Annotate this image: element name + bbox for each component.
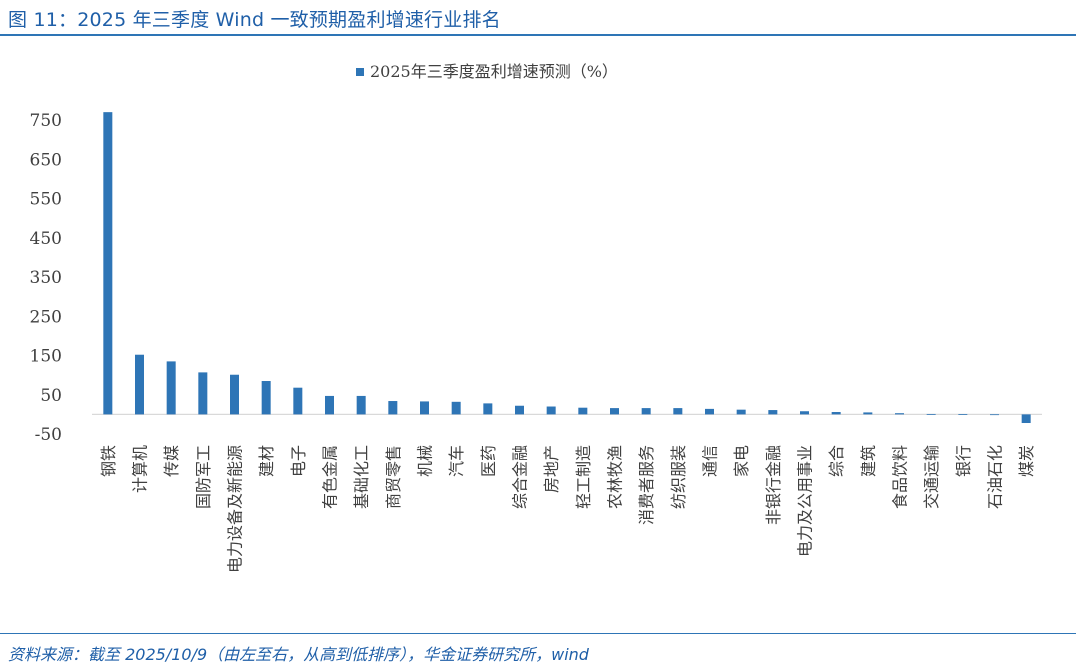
bar — [736, 409, 746, 415]
legend-swatch — [356, 68, 364, 76]
x-tick-label: 医药 — [479, 445, 498, 477]
x-tick-label: 电力设备及新能源 — [226, 445, 245, 573]
x-tick-label: 有色金属 — [321, 445, 340, 509]
x-tick-label: 非银行金融 — [764, 445, 783, 525]
x-tick-label: 商贸零售 — [384, 445, 403, 509]
y-tick-label: 50 — [40, 386, 62, 406]
x-tick-label: 纺织服装 — [669, 445, 688, 509]
bar — [990, 414, 999, 416]
bar — [261, 381, 271, 415]
bar — [198, 372, 208, 415]
x-tick-label: 消费者服务 — [637, 445, 656, 525]
x-tick-label: 石油石化 — [986, 445, 1005, 509]
bar — [166, 361, 176, 415]
x-tick-label: 电力及公用事业 — [796, 445, 815, 557]
x-tick-label: 计算机 — [131, 445, 150, 493]
x-tick-label: 汽车 — [447, 445, 466, 477]
x-tick-label: 交通运输 — [922, 445, 941, 509]
footer-divider — [0, 633, 1076, 634]
y-tick-label: 750 — [30, 111, 62, 131]
x-tick-label: 基础化工 — [352, 445, 371, 509]
bar — [451, 401, 461, 415]
x-tick-label: 房地产 — [542, 445, 561, 493]
x-tick-label: 钢铁 — [99, 445, 118, 477]
bar — [515, 405, 524, 415]
bar-chart: 2025年三季度盈利增速预测（%） 750 650 550 450 350 250 150 5… — [30, 62, 1042, 573]
bar — [578, 407, 588, 415]
bar — [230, 374, 239, 415]
x-tick-label: 综合金融 — [511, 445, 530, 509]
y-tick-label: -50 — [35, 425, 62, 445]
x-tick-label: 食品饮料 — [891, 445, 910, 509]
y-axis-ticks: 750 650 550 450 350 250 150 50 -50 — [30, 111, 62, 445]
bar — [831, 412, 841, 415]
y-tick-label: 350 — [30, 268, 62, 288]
x-tick-label: 通信 — [701, 445, 720, 477]
x-tick-label: 建材 — [257, 445, 276, 477]
y-tick-label: 450 — [30, 229, 62, 249]
x-tick-label: 电子 — [289, 445, 308, 477]
bar — [958, 414, 968, 415]
x-axis-labels: 钢铁 计算机 传媒 国防军工 电力设备及新能源 建材 电子 有色金属 基础化工 商贸零售 机械 汽车医… — [99, 445, 1036, 573]
bar — [768, 410, 778, 415]
bar — [103, 112, 113, 415]
y-tick-label: 150 — [30, 347, 62, 367]
y-tick-label: 550 — [30, 190, 62, 210]
bar — [610, 408, 619, 415]
bar — [483, 403, 493, 415]
legend-label: 2025年三季度盈利增速预测（%） — [370, 62, 618, 81]
bar — [641, 408, 651, 415]
x-tick-label: 建筑 — [859, 445, 878, 477]
header-divider — [0, 34, 1076, 36]
bar — [895, 413, 904, 415]
bar — [546, 406, 556, 415]
bar — [800, 411, 809, 415]
bar — [926, 413, 936, 415]
x-tick-label: 煤炭 — [1017, 445, 1036, 477]
x-tick-label: 家电 — [732, 445, 751, 477]
bar — [388, 401, 398, 415]
x-tick-label: 国防军工 — [194, 445, 213, 509]
bar — [1021, 414, 1031, 424]
bars — [103, 112, 1031, 424]
bar — [673, 408, 683, 415]
source-note: 资料来源：截至 2025/10/9（由左至右，从高到低排序），华金证券研究所，w… — [8, 645, 589, 664]
bar — [293, 387, 303, 415]
bar — [420, 401, 429, 415]
figure-title: 图 11：2025 年三季度 Wind 一致预期盈利增速行业排名 — [8, 9, 501, 31]
y-tick-label: 650 — [30, 150, 62, 170]
x-tick-label: 农林牧渔 — [606, 445, 625, 509]
figure-header: 图 11：2025 年三季度 Wind 一致预期盈利增速行业排名 — [0, 0, 1080, 36]
bar — [863, 412, 873, 415]
x-tick-label: 机械 — [416, 445, 435, 477]
y-tick-label: 250 — [30, 307, 62, 327]
x-tick-label: 银行 — [954, 445, 973, 477]
x-tick-label: 传媒 — [162, 445, 181, 477]
bar — [325, 395, 334, 415]
x-tick-label: 综合 — [827, 445, 846, 477]
bar — [705, 408, 714, 415]
chart-area: 2025年三季度盈利增速预测（%） 750 650 550 450 350 250 150 5… — [0, 40, 1080, 630]
x-tick-label: 轻工制造 — [574, 445, 593, 509]
bar — [135, 354, 144, 415]
legend: 2025年三季度盈利增速预测（%） — [356, 62, 618, 81]
bar — [356, 395, 366, 415]
